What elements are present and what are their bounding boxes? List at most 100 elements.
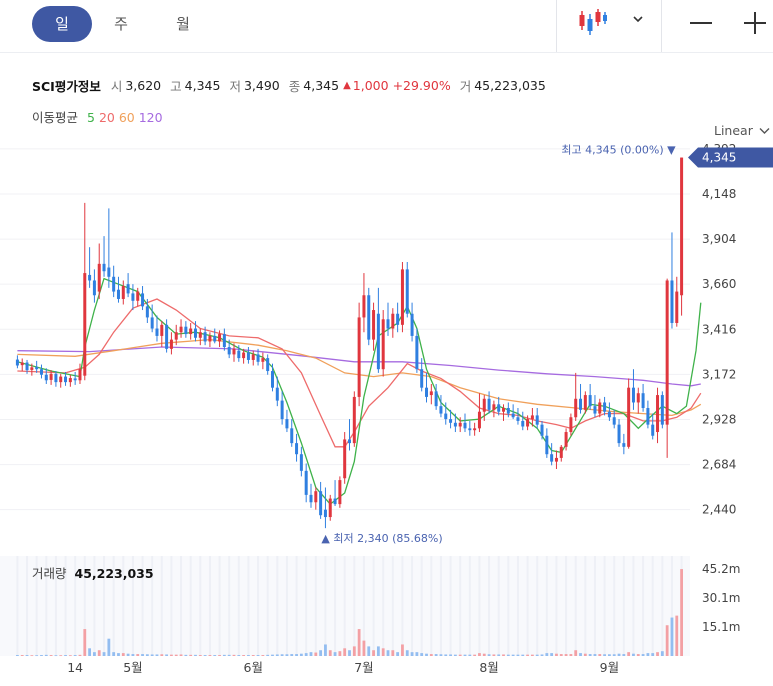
open-value: 3,620 [125, 78, 162, 93]
volume-bar [367, 646, 371, 656]
ma20-legend[interactable]: 20 [98, 110, 115, 125]
volume-bar [314, 652, 318, 656]
high-value: 4,345 [184, 78, 221, 93]
volume-bar [49, 655, 53, 656]
candle-body [275, 387, 279, 401]
candle-body [285, 419, 289, 429]
volume-bg-stripe [372, 556, 375, 656]
volume-bar [198, 655, 202, 656]
volume-tick-label: 45.2m [702, 562, 740, 576]
volume-bar [97, 650, 101, 656]
candle-body [540, 424, 544, 436]
candle-body [670, 280, 674, 323]
volume-bar [386, 650, 390, 656]
volume-bar [170, 654, 173, 656]
ma120-legend[interactable]: 120 [138, 110, 163, 125]
candle-body [49, 373, 53, 380]
volume-bar [155, 654, 159, 656]
candle-body [439, 406, 443, 414]
volume-bar [290, 654, 294, 656]
candle-body [641, 393, 645, 409]
candle-body [15, 359, 19, 366]
volume-bar [83, 629, 87, 656]
ma5-legend[interactable]: 5 [87, 110, 95, 125]
candle-body [304, 470, 308, 495]
volume-bar [636, 654, 640, 656]
volume-bar [502, 654, 505, 656]
scale-selector[interactable]: Linear [714, 123, 770, 138]
current-price-label: 4,345 [702, 151, 736, 165]
volume-bg-stripe [276, 556, 279, 656]
tab-monthly[interactable]: 월 [176, 15, 190, 33]
candle-body [497, 404, 501, 412]
volume-bg-stripe [266, 556, 269, 656]
candle-body [246, 352, 250, 360]
candle-body [564, 432, 568, 447]
candlestick-icon[interactable] [578, 8, 608, 36]
volume-bar [237, 655, 241, 656]
volume-bg-stripe [112, 556, 115, 656]
candle-body [530, 415, 534, 420]
ma60-legend[interactable]: 60 [118, 110, 135, 125]
candle-body [376, 313, 380, 370]
volume-bar [656, 652, 659, 656]
candle-body [54, 373, 58, 383]
volume-bg-stripe [295, 556, 298, 656]
max-price-annotation: 최고 4,345 (0.00%) ▼ [561, 144, 676, 157]
volume-bar [492, 654, 496, 656]
plus-icon[interactable] [744, 12, 766, 34]
volume-bar [126, 653, 130, 656]
candle-body [141, 293, 145, 307]
x-tick-label: 5월 [123, 660, 142, 675]
candle-body [400, 269, 404, 325]
volume-bar [40, 655, 43, 656]
volume-bg-stripe [199, 556, 202, 656]
volume-bar [304, 653, 308, 656]
tab-daily[interactable]: 일 [32, 6, 92, 42]
candle-body [189, 328, 193, 335]
change-value: 1,000 [352, 78, 389, 93]
x-tick-label: 14 [67, 660, 83, 675]
volume-bar [381, 648, 385, 656]
volume-bg-stripe [324, 556, 327, 656]
volume-bar [598, 654, 602, 656]
volume-bg-stripe [449, 556, 452, 656]
volume-bar [405, 650, 409, 656]
volume-bar [30, 655, 34, 657]
candle-body [603, 402, 607, 412]
volume-bar [401, 644, 404, 656]
volume-panel-label: 거래량 45,223,035 [32, 563, 154, 582]
stock-name: SCI평가정보 [32, 79, 101, 94]
chevron-down-icon[interactable] [631, 14, 645, 26]
toolbar-bottom-border [0, 52, 773, 53]
volume-bg-stripe [478, 556, 481, 656]
candle-body [583, 395, 587, 410]
volume-bar [25, 655, 29, 656]
candle-body [352, 396, 356, 444]
volume-bg-stripe [141, 556, 144, 656]
candle-body [554, 457, 558, 462]
candle-body [88, 274, 92, 281]
candle-body [502, 408, 506, 412]
candle-body [521, 420, 525, 427]
candle-body [295, 443, 299, 455]
volume-bar [20, 655, 24, 656]
candle-body [473, 428, 477, 431]
volume-bar [102, 652, 106, 656]
minus-icon[interactable] [690, 22, 712, 24]
candle-body [107, 267, 111, 277]
candle-body [73, 378, 77, 381]
candle-body [526, 419, 530, 427]
candle-body [482, 398, 486, 412]
volume-bar [559, 654, 563, 656]
candle-body [477, 411, 481, 429]
tab-weekly[interactable]: 주 [114, 15, 128, 33]
volume-bar [396, 652, 400, 656]
volume-bar [540, 654, 544, 656]
volume-bar [550, 653, 554, 656]
volume-bar [299, 653, 303, 656]
volume-bg-stripe [593, 556, 596, 656]
candle-body [506, 408, 510, 414]
volume-bar [64, 655, 67, 656]
